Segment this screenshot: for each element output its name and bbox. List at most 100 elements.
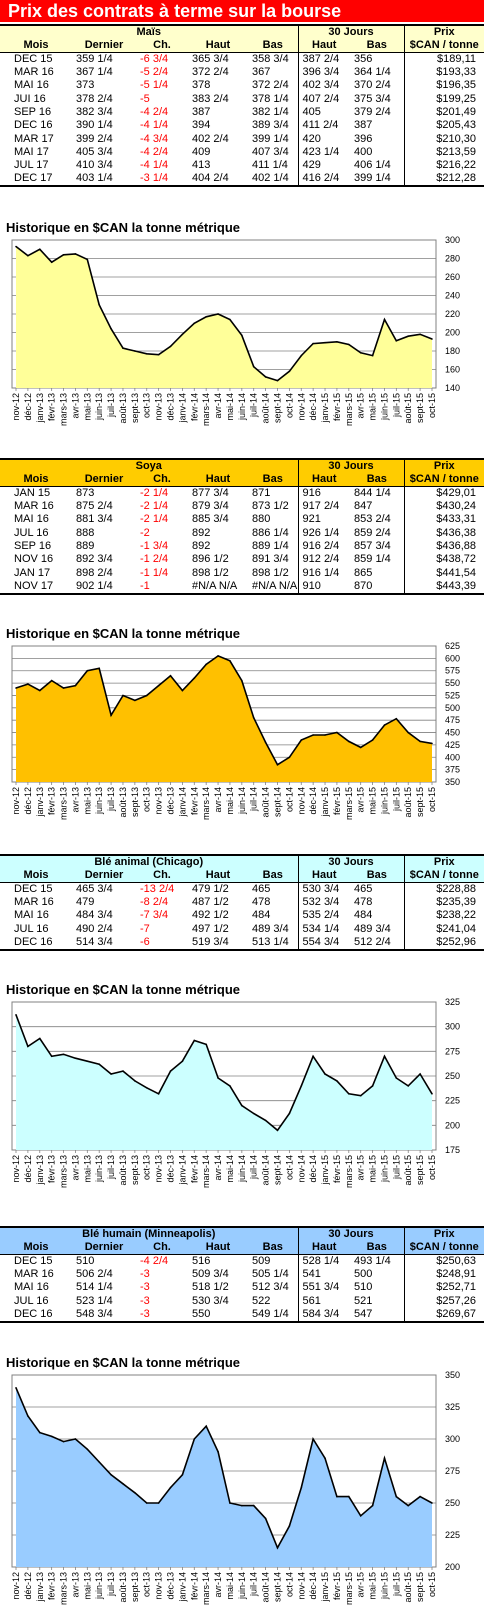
- ble-animal-history-chart: Historique en $CAN la tonne métrique 175…: [0, 980, 484, 1202]
- x-tick-label: juin-14: [237, 787, 247, 815]
- data-point: [169, 345, 172, 348]
- cell-mois: MAI 16: [14, 909, 49, 922]
- x-tick-label: nov-12: [11, 1155, 21, 1183]
- cell-change: -13 2/4: [140, 883, 175, 895]
- col-haut: Haut: [188, 39, 248, 53]
- soya-history-chart: Historique en $CAN la tonne métrique 350…: [0, 624, 484, 834]
- cell-bas: 411 1/4: [252, 159, 288, 172]
- data-point: [217, 1077, 219, 1079]
- data-point: [39, 689, 41, 692]
- ble-humain-table: Blé humain (Minneapolis) 30 Jours Prix Mois…: [0, 1226, 484, 1323]
- cell-haut: 402 2/4: [192, 132, 229, 145]
- cell-haut: 492 1/2: [192, 909, 229, 922]
- data-point: [145, 694, 148, 697]
- cell-30j-bas: 859 2/4: [354, 526, 391, 539]
- x-tick-label: juil-13: [106, 787, 116, 812]
- col-30j-bas: Bas: [350, 1241, 405, 1255]
- cell-30j-bas: 364 1/4: [354, 66, 391, 79]
- soya-section: Soya 30 Jours Prix Mois Dernier Ch. Haut Bas Hau…: [0, 458, 484, 595]
- cell-mois: MAR 16: [14, 896, 54, 909]
- x-tick-label: août-13: [118, 1572, 128, 1603]
- cell-dernier: 888: [76, 526, 95, 539]
- cell-haut: 550: [188, 1307, 248, 1323]
- col-ch: Ch.: [136, 39, 188, 53]
- data-point: [27, 1045, 29, 1048]
- y-tick-label: 350: [445, 777, 460, 787]
- x-tick-label: août-14: [261, 1155, 271, 1186]
- col-30j-bas: Bas: [350, 39, 404, 53]
- x-tick-label: févr-14: [189, 393, 199, 421]
- data-point: [359, 352, 362, 354]
- x-tick-label: oct-15: [427, 393, 437, 418]
- cell-30j-bas: 465: [354, 883, 373, 895]
- cell-30j-bas: 406 1/4: [354, 159, 391, 172]
- data-point: [324, 734, 326, 736]
- cell-prix: $441,54: [403, 566, 484, 580]
- header-prix: Prix: [403, 24, 484, 39]
- cell-prix: $228,88: [403, 882, 484, 896]
- col-mois: Mois: [0, 1241, 72, 1255]
- x-tick-label: mars-14: [201, 1155, 211, 1188]
- cell-prix: $252,71: [403, 1281, 484, 1295]
- data-point: [419, 740, 421, 743]
- data-point: [98, 304, 100, 306]
- x-tick-label: août-13: [118, 1155, 128, 1186]
- x-tick-label: juin-15: [379, 787, 389, 815]
- data-point: [50, 679, 53, 682]
- cell-mois: NOV 16: [14, 553, 54, 566]
- data-point: [300, 1085, 303, 1087]
- x-tick-label: juil-15: [391, 393, 401, 418]
- cell-30j-bas: 853 2/4: [354, 513, 391, 526]
- cell-bas: 898 1/2: [252, 566, 289, 579]
- cell-30j-haut: 407 2/4: [297, 92, 350, 106]
- table-row: DEC 16 514 3/4 -6 519 3/4 513 1/4 554 3/4 512 …: [0, 935, 484, 951]
- ble-humain-chart-svg: 200 225 250 275 300 325 350 nov-12 déc-12 janv-13…: [11, 1370, 460, 1605]
- data-point: [407, 1504, 410, 1507]
- cell-30j-bas: 478: [354, 896, 373, 909]
- cell-change: -1 3/4: [140, 540, 169, 553]
- cell-haut: 365 3/4: [192, 53, 229, 65]
- data-point: [300, 354, 303, 357]
- cell-30j-haut: 420: [297, 132, 350, 146]
- x-tick-label: mai-14: [225, 787, 235, 815]
- cell-mois: JUI 16: [14, 92, 46, 105]
- x-tick-label: janv-14: [177, 1572, 187, 1603]
- cell-haut: 519 3/4: [188, 935, 248, 951]
- cell-haut: 892: [192, 540, 211, 553]
- cell-dernier: 382 3/4: [76, 106, 113, 119]
- cell-dernier: 367 1/4: [76, 66, 113, 79]
- x-tick-label: août-15: [403, 787, 413, 818]
- x-tick-label: août-15: [403, 393, 413, 424]
- x-tick-label: août-15: [403, 1155, 413, 1186]
- cell-30j-haut: 554 3/4: [297, 935, 351, 951]
- data-point: [122, 1070, 124, 1072]
- cell-dernier: 410 3/4: [76, 159, 113, 172]
- table-row: MAR 16 875 2/4 -2 1/4 879 3/4 873 1/2 917 2/4…: [0, 500, 484, 514]
- y-tick-label: 140: [445, 383, 460, 393]
- cell-bas: 382 1/4: [252, 106, 289, 119]
- x-tick-label: oct-13: [142, 1155, 152, 1180]
- y-tick-label: 225: [445, 1530, 460, 1540]
- data-point: [312, 342, 314, 345]
- cell-dernier: 359 1/4: [76, 53, 113, 65]
- cell-30j-haut: 534 1/4: [297, 922, 351, 936]
- col-bas: Bas: [248, 39, 298, 53]
- y-tick-label: 220: [445, 309, 460, 319]
- cell-dernier: 523 1/4: [76, 1294, 113, 1307]
- cell-haut: 378: [192, 79, 211, 92]
- x-tick-label: mars-15: [344, 393, 354, 426]
- cell-mois: DEC 16: [14, 119, 53, 132]
- y-tick-label: 175: [445, 1145, 460, 1155]
- table-header-row: Blé humain (Minneapolis) 30 Jours Prix: [0, 1226, 484, 1241]
- data-point: [50, 1435, 53, 1438]
- table-column-headers: Mois Dernier Ch. Haut Bas Haut Bas $CAN / tonne: [0, 869, 484, 883]
- x-tick-label: janv-13: [35, 787, 45, 818]
- data-point: [336, 1495, 338, 1498]
- table-row: DEC 17 403 1/4 -3 1/4 404 2/4 402 1/4 416 2/4…: [0, 172, 484, 188]
- col-dernier: Dernier: [72, 39, 136, 53]
- table-row: JAN 15 873 -2 1/4 877 3/4 871 916 844 1/4 $429,…: [0, 486, 484, 500]
- x-tick-label: août-13: [118, 787, 128, 818]
- cell-change: -4 2/4: [140, 1255, 169, 1267]
- cell-30j-haut: 535 2/4: [297, 909, 351, 923]
